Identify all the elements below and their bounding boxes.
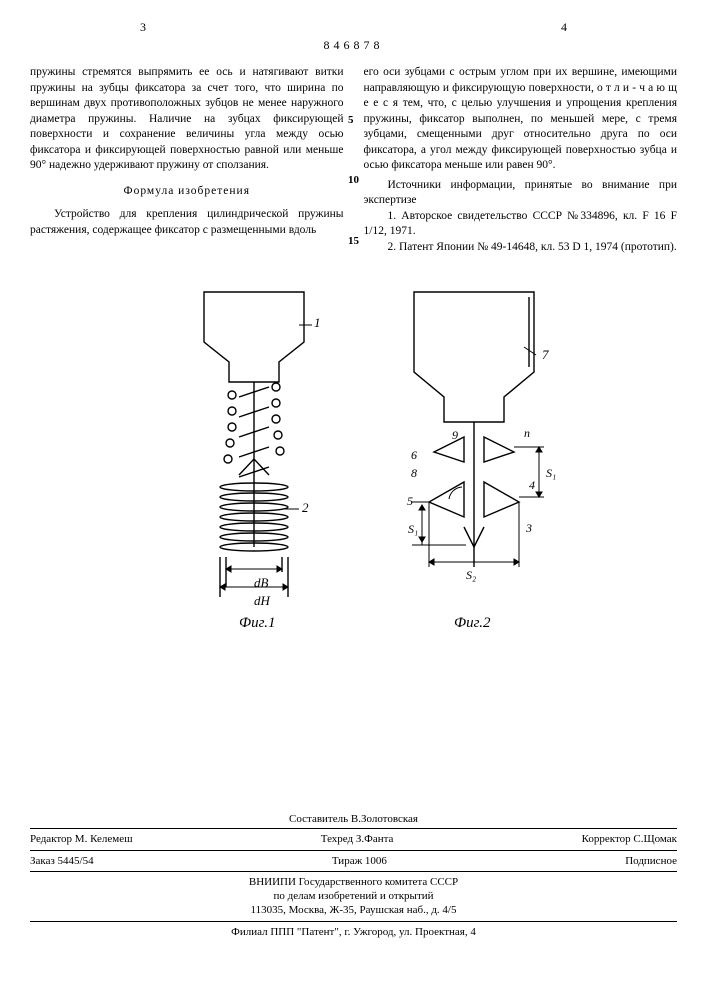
left-column: пружины стремятся выпрямить ее ось и нат… xyxy=(30,65,344,255)
fig1-dH: dН xyxy=(254,593,271,608)
sources-heading: Источники информации, принятые во вниман… xyxy=(364,178,678,209)
figures-block: dВ dН 1 2 Фиг.1 xyxy=(30,287,677,657)
fig2-label-S1a: S₁ xyxy=(546,466,556,480)
formula-heading: Формула изобретения xyxy=(30,184,344,200)
page-num-left: 3 xyxy=(140,20,146,36)
figures-svg: dВ dН 1 2 Фиг.1 xyxy=(124,287,584,637)
fig2-label-S1b: S₁ xyxy=(408,522,418,536)
fig1-caption: Фиг.1 xyxy=(239,615,275,631)
footer-compiler: Составитель В.Золотовская xyxy=(30,812,677,828)
footer-order: Заказ 5445/54 xyxy=(30,854,94,868)
left-para-2: Устройство для крепления цилиндрической … xyxy=(30,207,344,238)
footer-sign: Подписное xyxy=(625,854,677,868)
document-number: 846878 xyxy=(30,38,677,54)
right-column: его оси зубцами с острым углом при их ве… xyxy=(364,65,678,255)
fig2-label-n: n xyxy=(524,426,530,440)
footer-org1: ВНИИПИ Государственного комитета СССР xyxy=(30,875,677,889)
fig2-label-S2: S₂ xyxy=(466,568,476,582)
footer-block: Составитель В.Золотовская Редактор М. Ке… xyxy=(30,812,677,942)
text-columns: 5 10 15 пружины стремятся выпрямить ее о… xyxy=(30,65,677,255)
right-para-1: его оси зубцами с острым углом при их ве… xyxy=(364,65,678,174)
footer-editor: Редактор М. Келемеш xyxy=(30,832,133,846)
fig1-label-1: 1 xyxy=(314,315,321,330)
fig2-label-6: 6 xyxy=(411,448,417,462)
fig1-label-2: 2 xyxy=(302,500,309,515)
footer-tech: Техред З.Фанта xyxy=(321,832,394,846)
footer-org2: по делам изобретений и открытий xyxy=(30,889,677,903)
fig1-dB: dВ xyxy=(254,575,269,590)
line-number-gutter: 5 10 15 xyxy=(348,113,359,248)
fig2-label-3: 3 xyxy=(525,521,532,535)
footer-filial: Филиал ППП "Патент", г. Ужгород, ул. Про… xyxy=(30,922,677,942)
fig2-label-8: 8 xyxy=(411,466,417,480)
fig2-label-7: 7 xyxy=(542,347,549,362)
footer-addr: 113035, Москва, Ж-35, Раушская наб., д. … xyxy=(30,903,677,917)
page-num-right: 4 xyxy=(561,20,567,36)
fig2-label-5: 5 xyxy=(407,494,413,508)
fig2-label-4: 4 xyxy=(529,478,535,492)
source-2: 2. Патент Японии № 49-14648, кл. 53 D 1,… xyxy=(364,240,678,256)
fig2-caption: Фиг.2 xyxy=(454,615,491,631)
fig2-label-9: 9 xyxy=(452,428,458,442)
footer-tirazh: Тираж 1006 xyxy=(332,854,387,868)
left-para-1: пружины стремятся выпрямить ее ось и нат… xyxy=(30,65,344,174)
footer-corrector: Корректор С.Щомак xyxy=(582,832,677,846)
source-1: 1. Авторское свидетельство СССР №334896,… xyxy=(364,209,678,240)
